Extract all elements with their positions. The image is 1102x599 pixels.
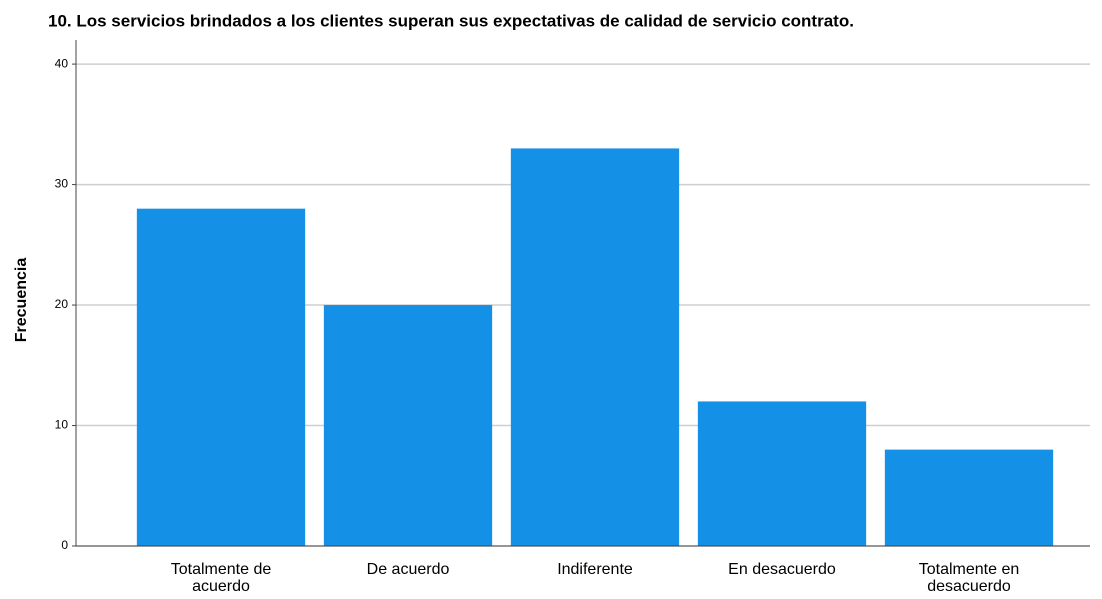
y-axis-label: Frecuencia: [13, 258, 30, 343]
y-tick-label: 30: [55, 177, 69, 191]
y-tick-label: 40: [55, 56, 69, 70]
chart-title: 10. Los servicios brindados a los client…: [48, 11, 854, 30]
x-tick-label: Totalmente de acuerdo: [170, 561, 272, 595]
y-tick-label: 0: [61, 538, 68, 552]
bar: [697, 401, 867, 546]
x-tick-label: En desacuerdo: [728, 561, 836, 578]
y-tick-label: 20: [55, 297, 69, 311]
bar: [136, 208, 306, 546]
bar: [884, 449, 1054, 546]
x-tick-label: Totalmente en desacuerdo: [918, 561, 1020, 595]
y-tick-label: 10: [55, 418, 69, 432]
x-tick-label: De acuerdo: [366, 561, 450, 578]
bar: [323, 305, 493, 546]
bar: [510, 148, 680, 546]
x-tick-label: Indiferente: [557, 561, 633, 578]
